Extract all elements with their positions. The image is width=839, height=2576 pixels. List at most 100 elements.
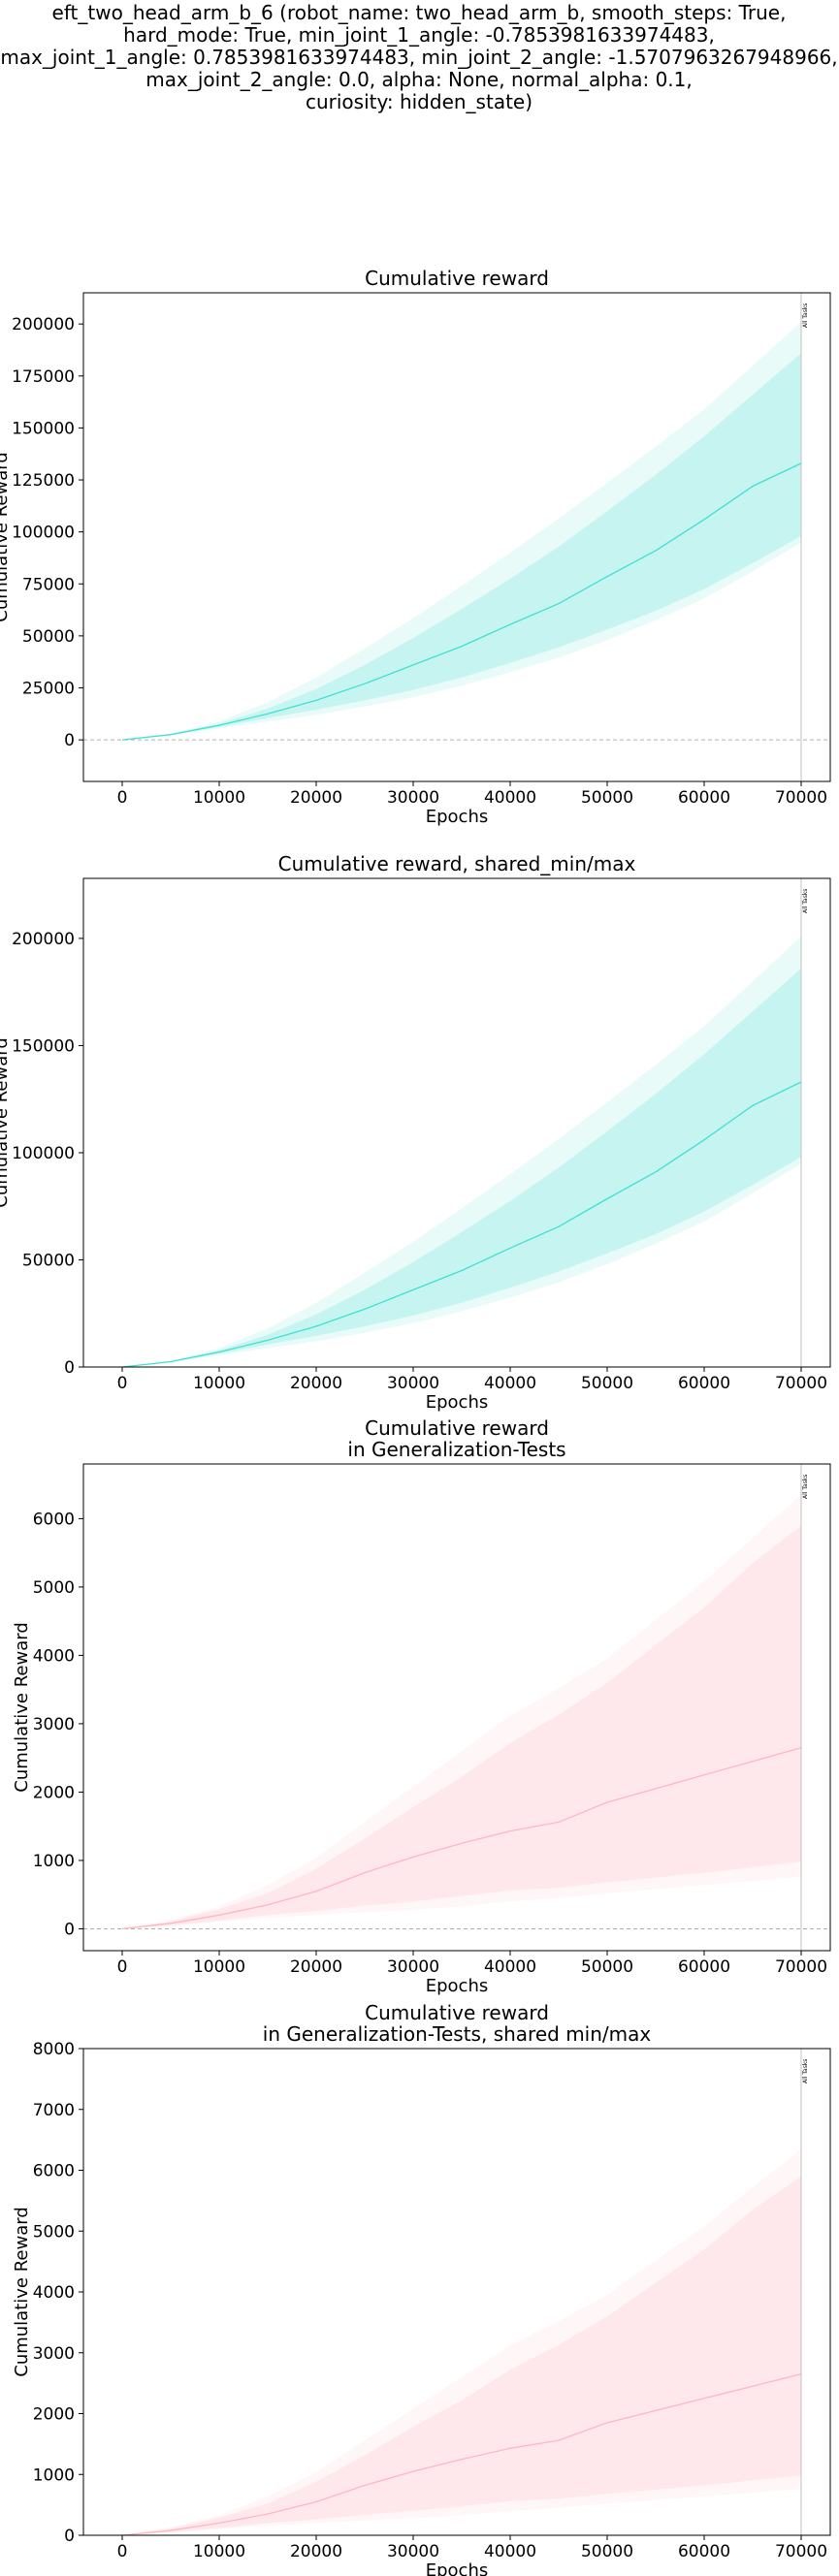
y-tick-label: 75000 — [22, 575, 75, 594]
x-tick-label: 40000 — [484, 1957, 536, 1977]
task-vline-label: All Tasks — [802, 889, 809, 913]
x-tick-label: 60000 — [678, 2542, 730, 2561]
x-tick-label: 0 — [117, 1957, 128, 1977]
min-max-band — [122, 322, 801, 741]
x-axis-label: Epochs — [426, 1392, 489, 1413]
y-tick-label: 6000 — [33, 1510, 75, 1529]
y-tick-label: 3000 — [33, 1715, 75, 1734]
y-tick-label: 25000 — [22, 679, 75, 698]
axes-frame — [82, 1463, 831, 1952]
y-tick-label: 0 — [64, 1358, 75, 1378]
x-tick-label: 30000 — [387, 1957, 439, 1977]
mean-line — [121, 1746, 802, 1930]
x-tick-label: 30000 — [387, 1374, 439, 1393]
std-band — [122, 1525, 801, 1929]
y-tick-label: 3000 — [33, 2344, 75, 2364]
x-tick-label: 40000 — [484, 1374, 536, 1393]
suptitle-line: eft_two_head_arm_b_6 (robot_name: two_he… — [52, 1, 787, 24]
plot-area — [121, 878, 802, 1367]
task-vline-label: All Tasks — [802, 2059, 809, 2083]
x-tick-label: 70000 — [775, 2542, 827, 2561]
min-max-band — [122, 936, 801, 1367]
task-vline-label: All Tasks — [802, 303, 809, 328]
x-tick-label: 0 — [117, 2542, 128, 2561]
x-axis-label: Epochs — [426, 2560, 489, 2576]
suptitle-line: curiosity: hidden_state) — [306, 90, 532, 113]
x-tick-label: 20000 — [290, 1957, 342, 1977]
min-max-band — [122, 2148, 801, 2535]
y-axis-label: Cumulative Reward — [0, 452, 12, 622]
y-tick-label: 200000 — [12, 930, 75, 949]
plot-area — [83, 293, 830, 781]
mean-line — [121, 462, 802, 741]
x-tick-label: 40000 — [484, 788, 536, 808]
chart-title: Cumulative reward — [365, 267, 549, 290]
y-tick-label: 2000 — [33, 1783, 75, 1802]
chart-title: in Generalization-Tests, shared min/max — [263, 2022, 652, 2046]
chart-title: in Generalization-Tests — [347, 1438, 565, 1461]
x-tick-label: 10000 — [193, 1374, 245, 1393]
x-tick-label: 10000 — [193, 788, 245, 808]
y-tick-label: 175000 — [12, 367, 75, 387]
chart-title: Cumulative reward, shared_min/max — [278, 852, 636, 875]
x-tick-label: 50000 — [581, 1957, 633, 1977]
task-vline-label: All Tasks — [802, 1475, 809, 1499]
x-tick-label: 30000 — [387, 788, 439, 808]
x-tick-label: 50000 — [581, 788, 633, 808]
chart-title: Cumulative reward — [365, 2001, 549, 2024]
axes-frame — [82, 292, 831, 782]
y-tick-label: 5000 — [33, 1578, 75, 1598]
y-tick-label: 100000 — [12, 524, 75, 543]
y-axis-label: Cumulative Reward — [12, 1622, 32, 1793]
x-axis-label: Epochs — [426, 1976, 489, 1996]
suptitle-line: hard_mode: True, min_joint_1_angle: -0.7… — [123, 23, 715, 47]
y-tick-label: 50000 — [22, 627, 75, 647]
figure-suptitle: eft_two_head_arm_b_6 (robot_name: two_he… — [0, 1, 837, 113]
y-tick-label: 2000 — [33, 2405, 75, 2425]
x-tick-label: 70000 — [775, 1957, 827, 1977]
suptitle-line: max_joint_2_angle: 0.0, alpha: None, nor… — [145, 68, 692, 91]
x-tick-label: 20000 — [290, 788, 342, 808]
x-tick-label: 40000 — [484, 2542, 536, 2561]
y-tick-label: 100000 — [12, 1144, 75, 1163]
y-tick-label: 4000 — [33, 2283, 75, 2303]
chart-title: Cumulative reward — [365, 1416, 549, 1440]
x-tick-label: 60000 — [678, 1374, 730, 1393]
y-tick-label: 8000 — [33, 2040, 75, 2059]
x-tick-label: 60000 — [678, 788, 730, 808]
y-tick-label: 0 — [64, 1920, 75, 1939]
x-tick-label: 20000 — [290, 1374, 342, 1393]
y-tick-label: 0 — [64, 2527, 75, 2546]
y-tick-label: 150000 — [12, 419, 75, 438]
chart-2: All Tasks 0 10000 20000 30000 40000 50000 60000… — [0, 852, 831, 1413]
y-tick-label: 1000 — [33, 2465, 75, 2485]
x-tick-label: 20000 — [290, 2542, 342, 2561]
chart-1: All Tasks 0 10000 20000 30000 40000 50000 60000… — [0, 267, 831, 827]
x-tick-label: 0 — [117, 788, 128, 808]
y-tick-label: 7000 — [33, 2101, 75, 2120]
x-tick-label: 10000 — [193, 1957, 245, 1977]
x-tick-label: 0 — [117, 1374, 128, 1393]
mean-line — [121, 1081, 802, 1367]
y-tick-label: 125000 — [12, 471, 75, 491]
plot-area — [83, 1464, 830, 1951]
x-axis-label: Epochs — [426, 807, 489, 827]
y-tick-label: 200000 — [12, 315, 75, 334]
suptitle-line: max_joint_1_angle: 0.7853981633974483, m… — [0, 46, 837, 69]
x-tick-label: 50000 — [581, 2542, 633, 2561]
y-axis-label: Cumulative Reward — [12, 2207, 32, 2377]
y-tick-label: 5000 — [33, 2222, 75, 2242]
x-tick-label: 30000 — [387, 2542, 439, 2561]
mean-line — [121, 2373, 802, 2535]
x-tick-label: 70000 — [775, 1374, 827, 1393]
std-band — [122, 968, 801, 1367]
std-band — [122, 2176, 801, 2535]
std-band — [122, 353, 801, 741]
x-tick-label: 60000 — [678, 1957, 730, 1977]
x-tick-label: 10000 — [193, 2542, 245, 2561]
y-axis-label: Cumulative Reward — [0, 1037, 12, 1208]
y-tick-label: 50000 — [22, 1251, 75, 1270]
